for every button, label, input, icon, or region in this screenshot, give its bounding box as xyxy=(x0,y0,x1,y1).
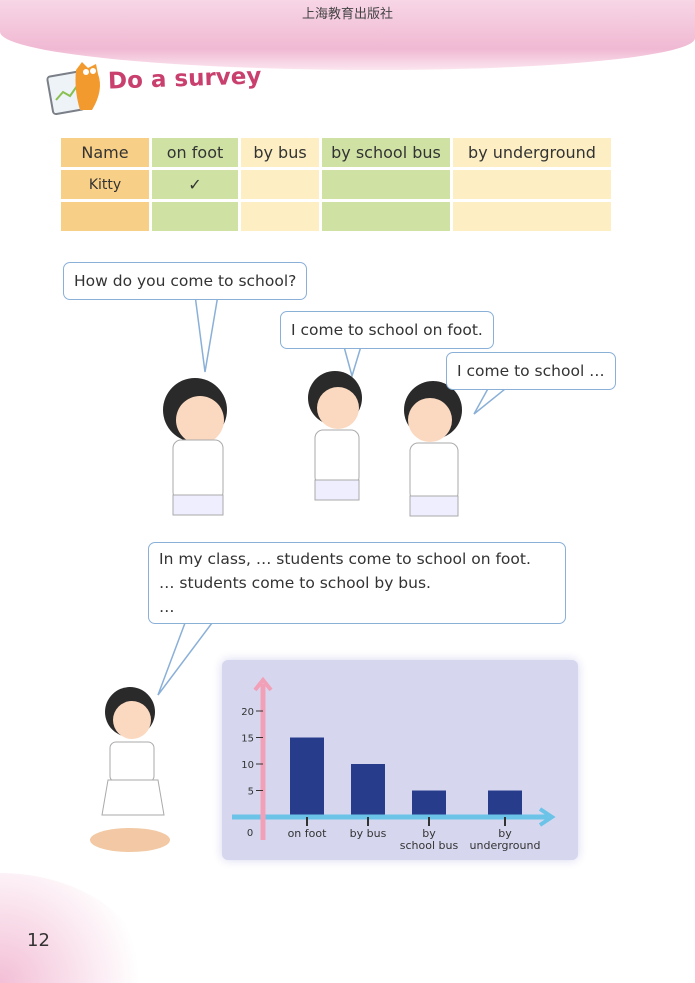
survey-table: Name on foot by bus by school bus by und… xyxy=(58,135,614,234)
y-tick-label: 15 xyxy=(241,734,254,745)
speech-bubble-answer-2: I come to school … xyxy=(446,352,616,390)
bar xyxy=(351,764,385,817)
x-tick-label: by xyxy=(422,827,436,840)
x-tick-label: on foot xyxy=(288,827,328,840)
y-tick-label: 0 xyxy=(247,828,253,839)
girl-with-notebook-illustration xyxy=(90,687,170,852)
table-cell: Kitty xyxy=(61,170,149,199)
table-header-row: Name on foot by bus by school bus by und… xyxy=(61,138,611,167)
bar xyxy=(412,790,446,817)
header-cell: Name xyxy=(61,138,149,167)
table-cell xyxy=(241,202,319,231)
table-cell xyxy=(61,202,149,231)
header-cell: on foot xyxy=(152,138,238,167)
girl-illustration xyxy=(404,381,462,517)
table-cell xyxy=(241,170,319,199)
x-tick-label: by bus xyxy=(350,827,387,840)
table-cell xyxy=(152,202,238,231)
speech-bubble-answer-1: I come to school on foot. xyxy=(280,311,494,349)
table-cell xyxy=(322,202,450,231)
page-number: 12 xyxy=(27,930,50,951)
header-cell: by bus xyxy=(241,138,319,167)
summary-line: … students come to school by bus. xyxy=(159,574,431,592)
y-tick-label: 10 xyxy=(241,760,254,771)
girl-illustration xyxy=(308,371,362,501)
speech-bubble-summary: In my class, … students come to school o… xyxy=(148,542,566,624)
header-cell: by underground xyxy=(453,138,611,167)
x-tick-label: school bus xyxy=(400,839,459,852)
table-row xyxy=(61,202,611,231)
bar xyxy=(488,790,522,817)
header-cell: by school bus xyxy=(322,138,450,167)
header-band xyxy=(0,0,695,70)
table-cell xyxy=(453,170,611,199)
chart-background xyxy=(222,660,578,860)
table-cell: ✓ xyxy=(152,170,238,199)
publisher: 上海教育出版社 xyxy=(301,7,393,22)
cat-clipboard-icon xyxy=(46,62,100,116)
summary-line: … xyxy=(159,598,175,616)
speech-bubble-question: How do you come to school? xyxy=(63,262,308,300)
x-tick-label: by xyxy=(498,827,512,840)
x-axis-arrow xyxy=(538,807,556,827)
girl-illustration xyxy=(163,378,227,516)
table-cell xyxy=(322,170,450,199)
x-tick-label: underground xyxy=(470,839,541,852)
y-axis-arrow xyxy=(253,676,273,692)
table-cell xyxy=(453,202,611,231)
summary-line: In my class, … students come to school o… xyxy=(159,550,531,568)
y-tick-label: 20 xyxy=(241,707,254,718)
bar xyxy=(290,737,324,817)
table-row: Kitty ✓ xyxy=(61,170,611,199)
y-tick-label: 5 xyxy=(248,787,254,798)
